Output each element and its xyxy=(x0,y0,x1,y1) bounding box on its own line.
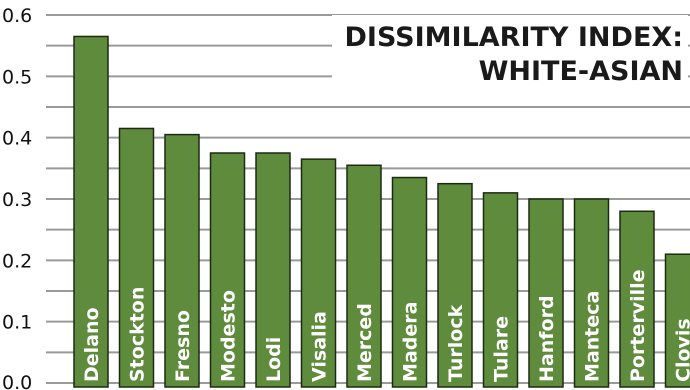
bar-porterville xyxy=(619,210,655,388)
bar-turlock xyxy=(437,182,473,388)
bar-label-manteca: Manteca xyxy=(582,291,604,382)
bar-label-hanford: Hanford xyxy=(536,295,558,382)
bar-label-turlock: Turlock xyxy=(445,304,467,382)
bar-lodi xyxy=(255,152,291,388)
chart-title: DISSIMILARITY INDEX: WHITE-ASIAN xyxy=(332,15,688,89)
bar-delano xyxy=(73,35,109,388)
bar-modesto xyxy=(209,152,246,388)
bar-madera xyxy=(391,176,428,388)
bar-clovis xyxy=(664,253,690,388)
title-background xyxy=(332,15,688,89)
bars: Delano Stockton Fresno Modesto Lodi Visalia Me… xyxy=(73,35,690,388)
y-tick-label: 0.4 xyxy=(2,128,32,150)
bar-hanford xyxy=(528,198,564,388)
bar-tulare xyxy=(482,192,519,388)
y-tick-label: 0.6 xyxy=(2,5,32,27)
bar-label-madera: Madera xyxy=(400,302,422,382)
bar-label-merced: Merced xyxy=(354,303,376,382)
bar-label-modesto: Modesto xyxy=(218,290,240,382)
bar-label-delano: Delano xyxy=(81,307,103,382)
chart-title-line-2: WHITE-ASIAN xyxy=(479,56,683,87)
y-tick-label: 0.1 xyxy=(2,312,32,334)
bar-label-tulare: Tulare xyxy=(491,316,513,382)
bar-label-porterville: Porterville xyxy=(627,270,649,383)
bar-label-stockton: Stockton xyxy=(127,287,149,382)
y-tick-label: 0.3 xyxy=(2,189,32,211)
bar-label-fresno: Fresno xyxy=(172,310,194,382)
bar-label-clovis: Clovis xyxy=(673,318,690,382)
y-tick-label: 0.5 xyxy=(2,66,32,88)
y-tick-label: 0.0 xyxy=(2,372,32,390)
bar-fresno xyxy=(164,133,200,388)
bar-merced xyxy=(346,164,382,388)
y-tick-label: 0.2 xyxy=(2,250,32,272)
chart-title-line-1: DISSIMILARITY INDEX: xyxy=(344,22,683,53)
bar-stockton xyxy=(118,127,155,388)
bar-label-lodi: Lodi xyxy=(263,337,285,382)
bar-label-visalia: Visalia xyxy=(309,311,331,382)
bar-manteca xyxy=(573,198,610,388)
bar-visalia xyxy=(300,158,337,388)
y-axis-ticks: 0.0 0.1 0.2 0.3 0.4 0.5 0.6 xyxy=(2,5,32,390)
